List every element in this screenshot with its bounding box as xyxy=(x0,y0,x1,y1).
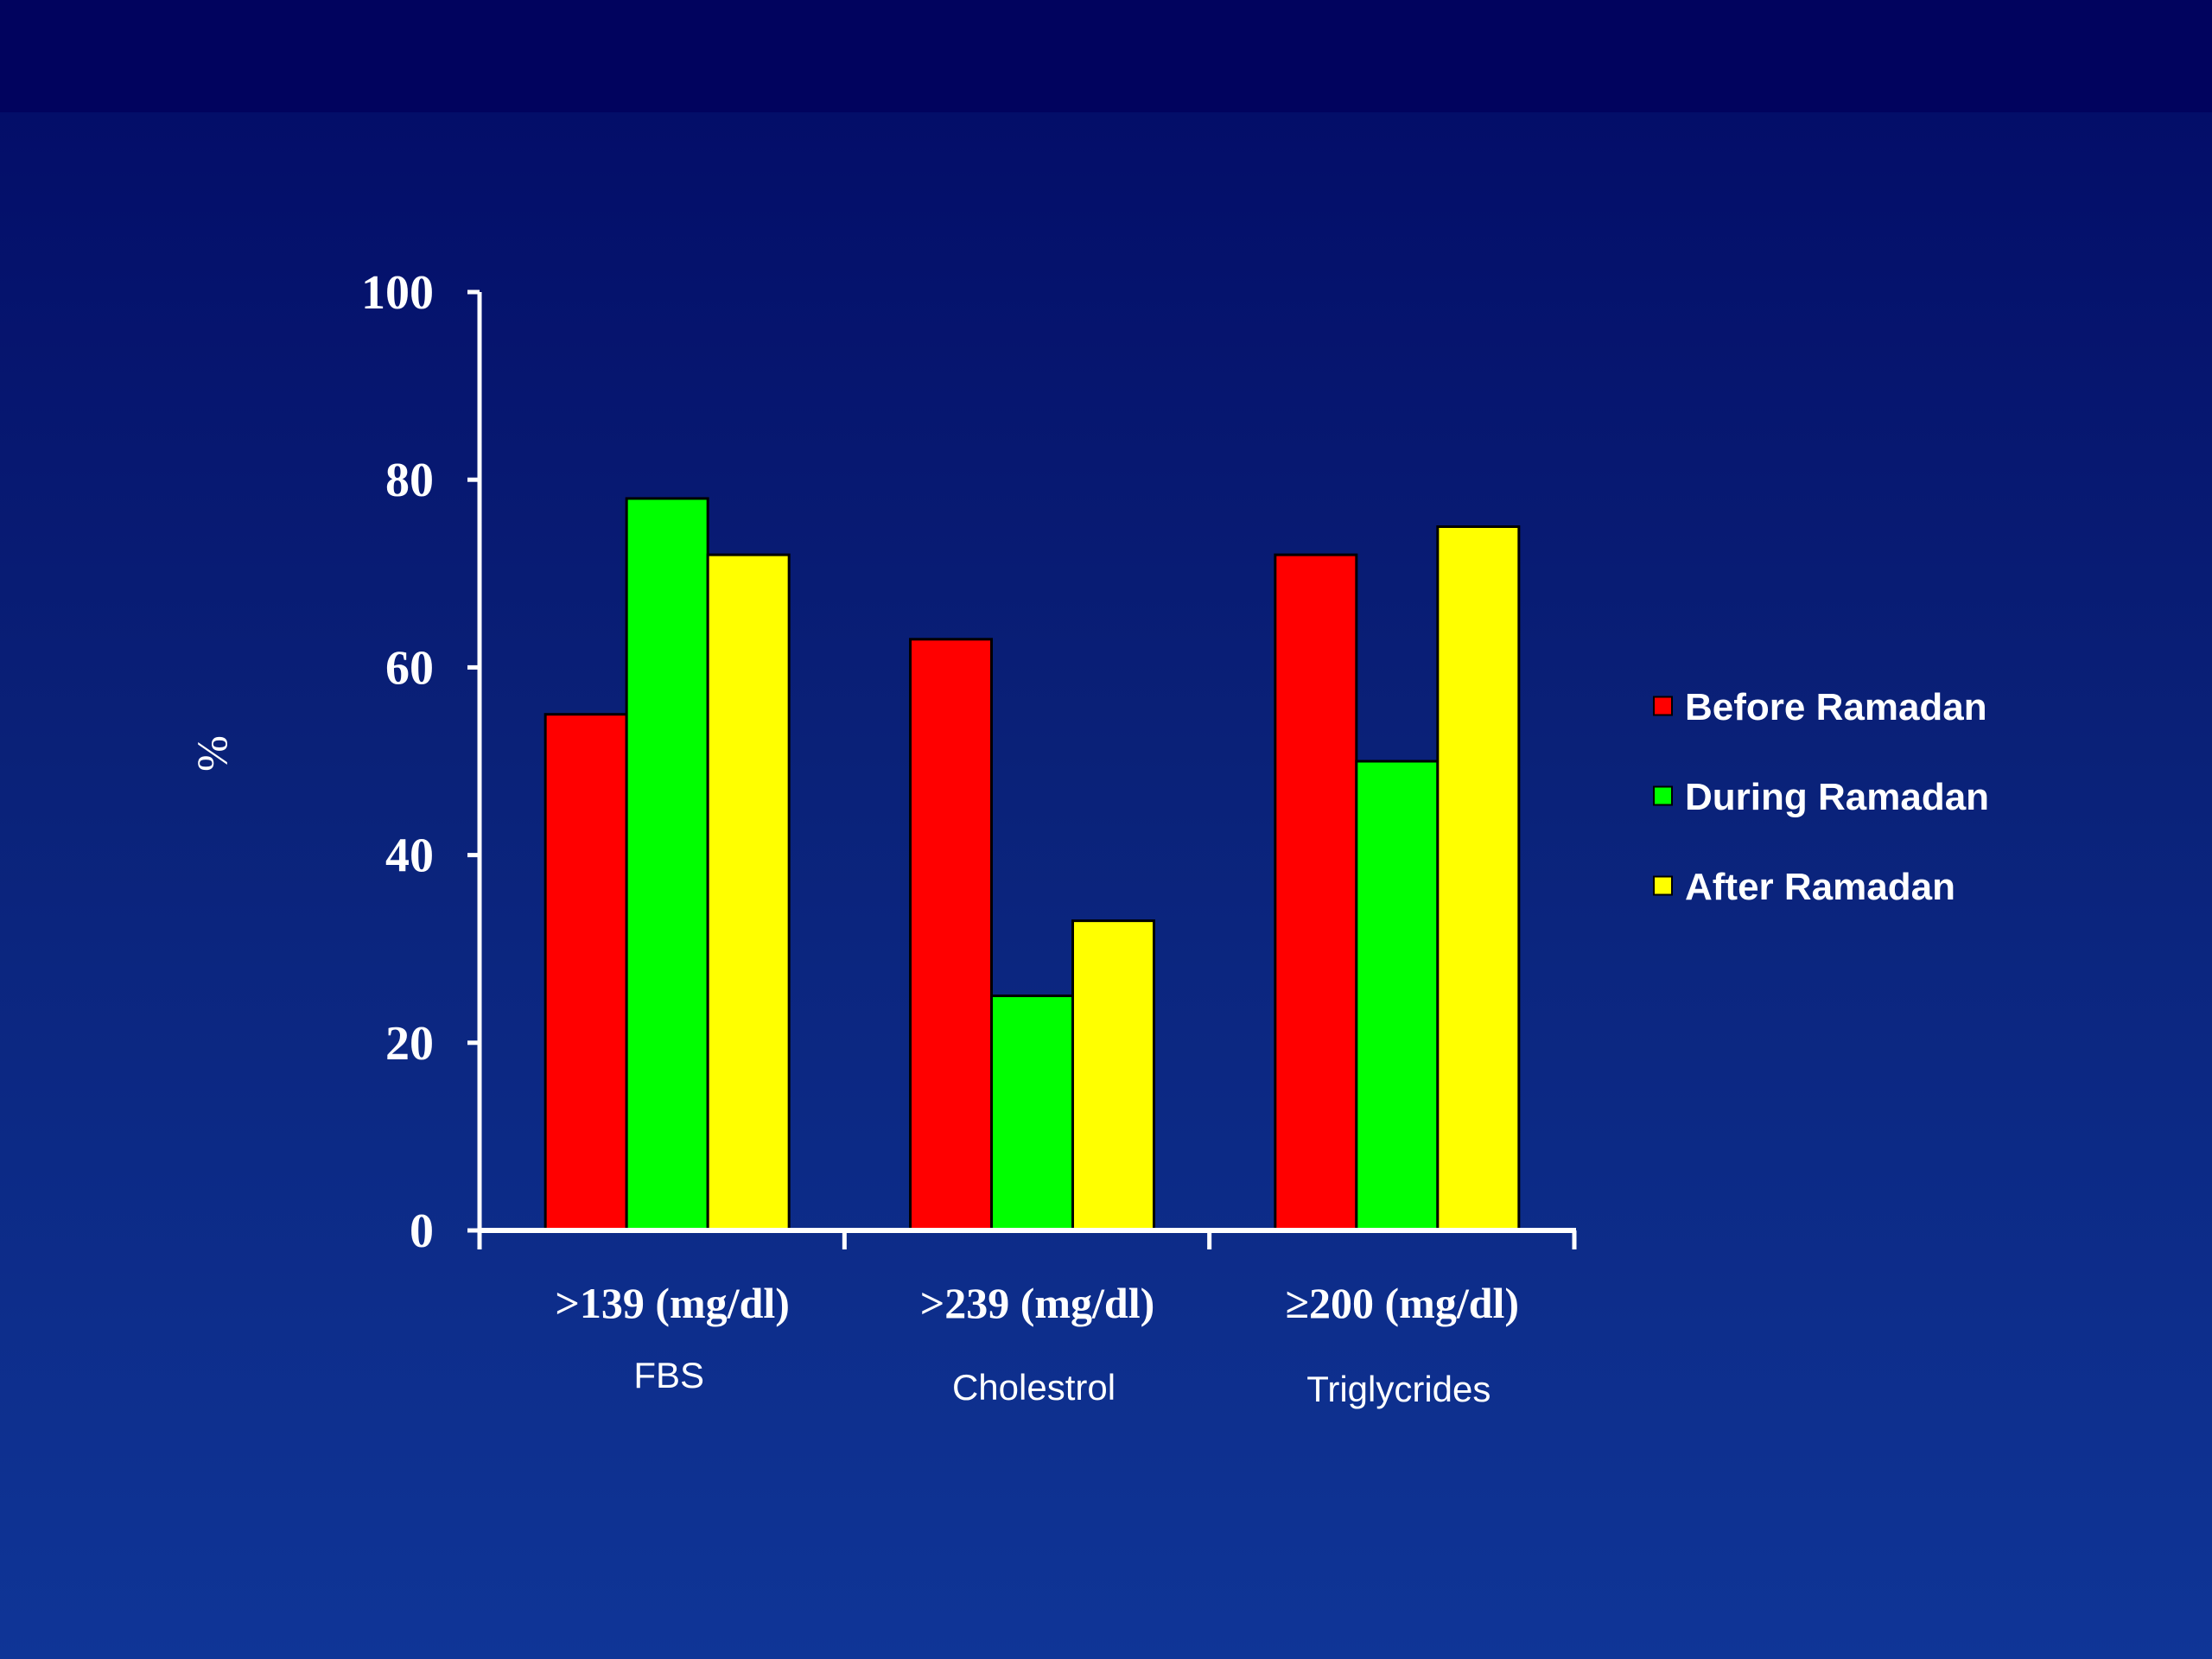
legend-label-3: After Ramadan xyxy=(1685,866,1955,908)
category-range-label-3: ≥200 (mg/dl) xyxy=(1286,1279,1519,1327)
bar-3-1 xyxy=(706,553,791,1232)
category-name-label-2: Cholestrol xyxy=(952,1367,1116,1408)
legend-swatch-2 xyxy=(1653,785,1673,806)
legend-swatch-3 xyxy=(1653,875,1673,896)
legend: Before Ramadan During Ramadan After Ramada… xyxy=(1653,686,1989,908)
bar-1-2 xyxy=(909,638,993,1232)
legend-swatch-1 xyxy=(1653,696,1673,716)
bar-2-1 xyxy=(625,497,709,1232)
y-tick-label-100: 100 xyxy=(361,266,434,320)
category-name-label-3: Triglycrides xyxy=(1306,1369,1491,1409)
bar-3-3 xyxy=(1436,525,1521,1232)
y-tick-label-60: 60 xyxy=(385,641,434,695)
category-name-label-1: FBS xyxy=(633,1355,704,1395)
bars-group xyxy=(543,497,1521,1232)
bar-3-2 xyxy=(1071,919,1155,1232)
category-range-label-1: >139 (mg/dl) xyxy=(555,1279,790,1327)
legend-label-1: Before Ramadan xyxy=(1685,686,1987,728)
category-range-label-2: >239 (mg/dl) xyxy=(920,1279,1155,1327)
y-tick-label-80: 80 xyxy=(385,454,434,507)
legend-label-2: During Ramadan xyxy=(1685,776,1989,818)
bar-2-3 xyxy=(1355,760,1440,1232)
bar-2-2 xyxy=(990,995,1074,1232)
y-tick-label-20: 20 xyxy=(385,1017,434,1071)
bar-1-3 xyxy=(1274,553,1358,1232)
axes-group: 0 20 40 60 80 100 >139 (mg/dl) FBS >239 (mg/dl) C… xyxy=(361,266,1577,1409)
bar-1-1 xyxy=(543,713,628,1232)
title-band xyxy=(0,0,2212,112)
y-tick-label-40: 40 xyxy=(385,830,434,883)
y-tick-label-0: 0 xyxy=(410,1205,434,1258)
y-axis-label: % xyxy=(188,735,236,772)
